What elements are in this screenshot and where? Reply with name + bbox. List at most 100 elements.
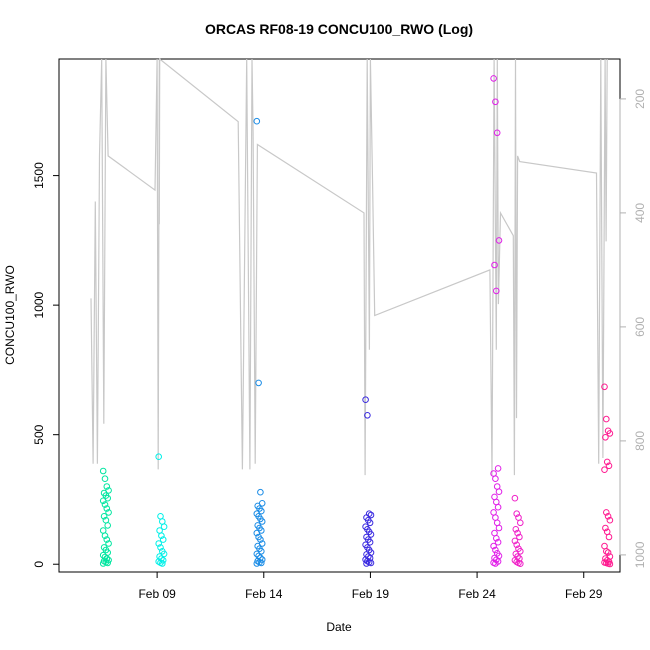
- data-point-rf10: [253, 550, 261, 558]
- data-point-rf14: [601, 466, 608, 474]
- right-tick-label: 1000: [633, 541, 647, 568]
- x-tick-label: Feb 14: [245, 587, 283, 601]
- y-axis: 0 500 1000 1500: [32, 162, 60, 568]
- right-tick-label: 400: [633, 203, 647, 223]
- data-point-rf12: [494, 465, 502, 472]
- data-point-rf10: [253, 529, 261, 537]
- data-point-rf12: [492, 98, 499, 106]
- plot-frame: [58, 58, 621, 573]
- data-point-rf11: [364, 412, 371, 419]
- data-point-rf08: [104, 559, 111, 567]
- data-point-rf08: [105, 540, 112, 547]
- data-point-rf10: [258, 518, 266, 525]
- data-point-rf08: [101, 532, 109, 540]
- data-points: [99, 75, 614, 568]
- x-tick-label: Feb 24: [458, 587, 496, 601]
- x-tick-label: Feb 19: [352, 587, 390, 601]
- data-point-rf08: [103, 483, 111, 490]
- data-point-rf08: [101, 475, 109, 483]
- data-point-rf11: [363, 560, 370, 567]
- data-point-rf12: [493, 129, 501, 137]
- data-point-rf10: [257, 536, 264, 543]
- y-tick-label: 1500: [32, 162, 46, 189]
- data-point-rf08: [103, 536, 111, 543]
- data-point-rf08: [105, 509, 112, 516]
- data-point-rf09: [160, 523, 168, 531]
- data-point-rf14: [603, 458, 611, 466]
- x-tick-label: Feb 09: [138, 587, 176, 601]
- right-tick-label: 200: [633, 89, 647, 109]
- chart-title: ORCAS RF08-19 CONCU100_RWO (Log): [205, 21, 473, 37]
- data-point-rf12: [490, 542, 497, 550]
- data-point-rf10: [255, 379, 262, 387]
- y-tick-label: 500: [32, 424, 46, 444]
- data-point-rf08: [99, 497, 107, 505]
- data-point-rf10: [253, 117, 261, 125]
- data-point-rf11: [366, 519, 374, 527]
- data-point-rf13: [517, 560, 524, 568]
- data-point-rf12: [492, 546, 499, 554]
- data-point-rf13: [513, 510, 521, 518]
- data-point-rf14: [602, 524, 609, 532]
- right-tick-label: 600: [633, 317, 647, 337]
- data-point-rf14: [606, 560, 614, 568]
- data-point-rf13: [512, 526, 520, 533]
- data-point-rf09: [155, 540, 162, 547]
- data-point-rf12: [492, 475, 499, 483]
- data-point-rf10: [253, 560, 261, 567]
- data-point-rf09: [159, 560, 166, 567]
- data-point-rf08: [101, 501, 109, 508]
- data-point-rf11: [362, 396, 369, 404]
- data-point-rf12: [495, 524, 503, 532]
- y-tick-label: 0: [32, 561, 46, 568]
- data-point-rf10: [257, 488, 264, 496]
- data-point-rf08: [100, 513, 108, 520]
- x-axis-label: Date: [326, 620, 352, 634]
- data-point-rf08: [99, 560, 107, 567]
- data-point-rf14: [602, 434, 609, 441]
- right-axis: 200 400 600 800 1000: [619, 89, 647, 568]
- data-point-rf12: [491, 261, 498, 269]
- data-point-rf12: [495, 237, 503, 244]
- pressure-track: [90, 57, 608, 476]
- data-point-rf12: [493, 535, 500, 542]
- x-axis: Feb 09 Feb 14 Feb 19 Feb 24 Feb 29: [138, 571, 603, 601]
- data-point-rf13: [517, 519, 524, 527]
- data-point-rf12: [492, 560, 499, 567]
- data-point-rf09: [157, 544, 164, 551]
- data-point-rf12: [495, 488, 503, 496]
- data-point-rf14: [605, 462, 613, 470]
- data-point-rf14: [604, 513, 612, 520]
- data-point-rf08: [104, 522, 111, 529]
- right-tick-label: 800: [633, 431, 647, 451]
- data-point-rf14: [606, 516, 614, 524]
- data-point-rf12: [493, 287, 500, 295]
- data-point-rf12: [490, 75, 497, 82]
- data-point-rf12: [494, 503, 502, 511]
- data-point-rf09: [158, 532, 165, 540]
- y-tick-label: 1000: [32, 291, 46, 318]
- data-point-rf13: [511, 494, 519, 502]
- data-point-rf14: [601, 383, 608, 391]
- data-point-rf09: [159, 536, 167, 543]
- x-tick-label: Feb 29: [565, 587, 603, 601]
- data-point-rf14: [603, 415, 610, 423]
- data-point-rf12: [494, 538, 502, 546]
- data-point-rf14: [606, 430, 614, 437]
- pressure-line: [90, 57, 608, 476]
- data-point-rf10: [258, 559, 265, 567]
- data-point-rf13: [514, 529, 521, 537]
- data-point-rf08: [99, 467, 107, 475]
- data-point-rf14: [603, 509, 610, 516]
- data-point-rf09: [155, 453, 162, 461]
- data-point-rf13: [516, 533, 523, 541]
- y-axis-label: CONCU100_RWO: [3, 265, 17, 365]
- data-point-rf14: [603, 548, 610, 555]
- data-point-rf11: [367, 559, 375, 567]
- data-point-rf13: [513, 541, 521, 549]
- data-point-rf14: [604, 549, 612, 556]
- data-point-rf14: [605, 533, 613, 541]
- data-point-rf08: [103, 505, 111, 512]
- data-point-rf13: [511, 537, 519, 545]
